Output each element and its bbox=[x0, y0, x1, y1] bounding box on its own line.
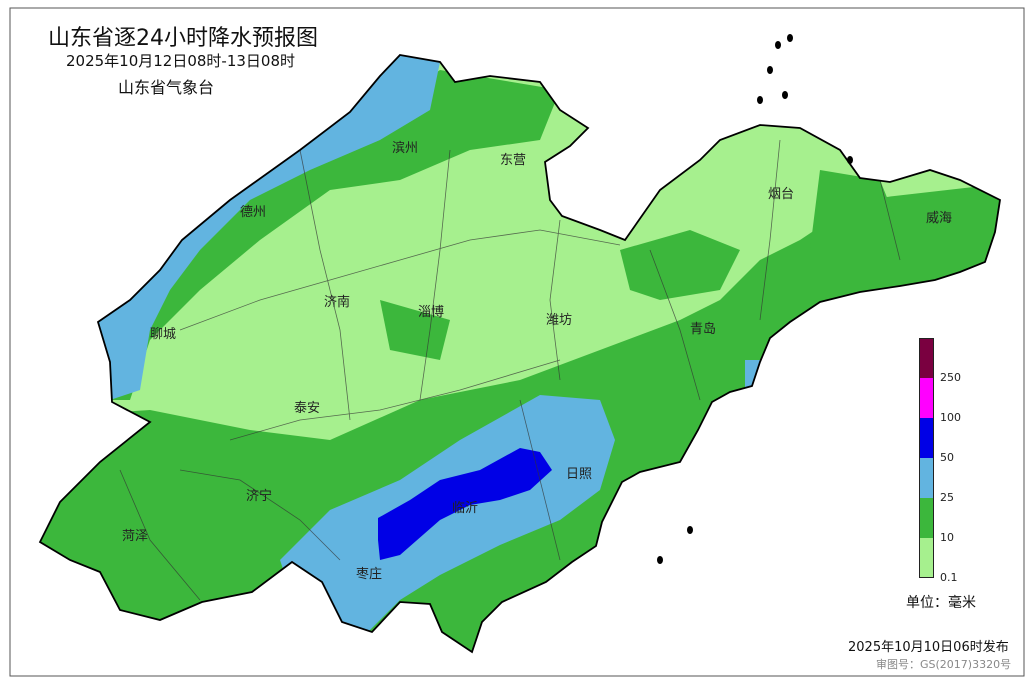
legend-unit: 单位：毫米 bbox=[906, 595, 976, 611]
city-label: 日照 bbox=[566, 467, 592, 482]
legend-swatch bbox=[919, 338, 934, 378]
legend-threshold: 100 bbox=[940, 411, 961, 424]
city-label: 菏泽 bbox=[122, 529, 148, 544]
city-label: 德州 bbox=[240, 205, 266, 220]
green-north-west bbox=[90, 70, 560, 400]
legend-swatch bbox=[919, 498, 934, 538]
city-label: 滨州 bbox=[392, 140, 418, 156]
green-zibo bbox=[380, 300, 450, 360]
legend-swatch bbox=[919, 458, 934, 498]
admin-border bbox=[649, 249, 701, 401]
island bbox=[657, 556, 663, 564]
legend-threshold: 0.1 bbox=[940, 571, 958, 584]
city-label: 济宁 bbox=[246, 488, 272, 504]
admin-border bbox=[179, 229, 621, 331]
city-label: 泰安 bbox=[294, 401, 320, 416]
map-approval-number: 审图号：GS(2017)3320号 bbox=[876, 658, 1012, 671]
island bbox=[687, 526, 693, 534]
island bbox=[782, 91, 788, 99]
legend-threshold: 10 bbox=[940, 531, 954, 544]
legend-swatch bbox=[919, 418, 934, 458]
island bbox=[847, 156, 853, 164]
city-label: 威海 bbox=[926, 211, 952, 226]
city-label: 济南 bbox=[324, 294, 350, 310]
island bbox=[787, 34, 793, 42]
legend-swatch bbox=[919, 378, 934, 418]
city-label: 枣庄 bbox=[356, 566, 382, 582]
admin-border bbox=[299, 149, 351, 421]
lightblue-dezhou bbox=[95, 55, 440, 400]
admin-border bbox=[519, 399, 561, 561]
admin-border bbox=[549, 219, 561, 381]
admin-border bbox=[119, 469, 201, 601]
issuing-agency: 山东省气象台 bbox=[118, 78, 215, 97]
city-label: 青岛 bbox=[690, 321, 716, 337]
island bbox=[775, 41, 781, 49]
green-yantai-east bbox=[810, 170, 900, 270]
city-label: 聊城 bbox=[150, 327, 176, 342]
map-title: 山东省逐24小时降水预报图 bbox=[48, 26, 318, 51]
legend-threshold: 50 bbox=[940, 451, 954, 464]
rain-50-100-area bbox=[378, 448, 552, 560]
island bbox=[757, 96, 763, 104]
islands bbox=[657, 34, 853, 564]
city-label: 临沂 bbox=[452, 501, 478, 516]
city-label: 东营 bbox=[500, 153, 526, 168]
forecast-period: 2025年10月12日08时-13日08时 bbox=[66, 52, 296, 70]
admin-border bbox=[759, 139, 781, 321]
province-outline bbox=[38, 54, 1001, 654]
legend-threshold: 250 bbox=[940, 371, 961, 384]
map-frame bbox=[9, 7, 1025, 677]
issue-time: 2025年10月10日06时发布 bbox=[848, 640, 1009, 655]
heavy-rain-core bbox=[378, 448, 552, 560]
admin-border bbox=[879, 179, 901, 261]
legend-threshold: 25 bbox=[940, 491, 954, 504]
admin-border bbox=[179, 469, 341, 561]
admin-border bbox=[229, 359, 561, 441]
legend-swatch bbox=[919, 538, 934, 578]
county-borders bbox=[119, 139, 901, 601]
admin-border bbox=[419, 149, 451, 401]
city-label: 淄博 bbox=[418, 305, 444, 320]
city-label: 烟台 bbox=[768, 187, 794, 202]
green-weifang-east bbox=[620, 230, 740, 300]
island bbox=[767, 66, 773, 74]
city-label: 潍坊 bbox=[546, 313, 572, 328]
